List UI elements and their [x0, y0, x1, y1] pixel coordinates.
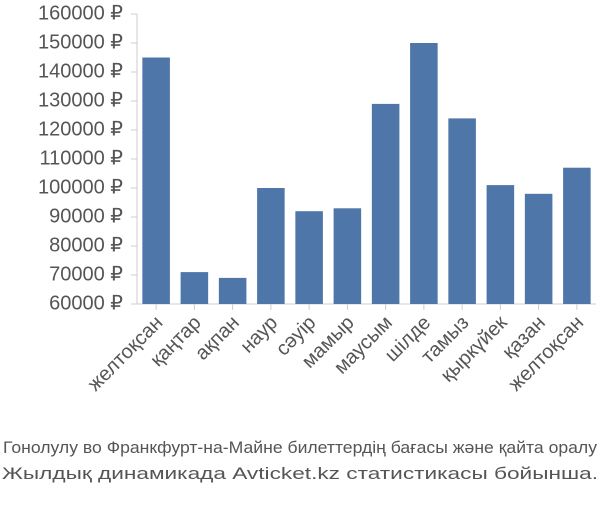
y-tick-label: 110000 ₽ — [39, 147, 123, 169]
y-tick-label: 130000 ₽ — [38, 89, 123, 111]
bar — [180, 272, 209, 304]
bar — [448, 118, 476, 305]
bar — [333, 208, 362, 304]
x-tick-label: ақпан — [191, 312, 244, 365]
caption: Гонолулу во Франкфурт-на-Майне билеттерд… — [3, 438, 598, 457]
y-tick-label: 90000 ₽ — [49, 205, 123, 227]
bar — [142, 57, 170, 304]
bar — [257, 188, 285, 304]
y-tick-label: 120000 ₽ — [38, 118, 123, 140]
y-tick-label: 100000 ₽ — [38, 176, 123, 198]
bar — [295, 211, 323, 304]
bar — [563, 167, 591, 304]
y-tick-label: 160000 ₽ — [38, 2, 123, 24]
bar — [486, 185, 515, 304]
y-tick-label: 70000 ₽ — [49, 263, 123, 285]
x-tick-label: наур — [236, 312, 282, 358]
bar — [524, 193, 553, 304]
caption: Жылдық динамикада Avticket.kz статистика… — [2, 464, 598, 483]
y-tick-label: 80000 ₽ — [49, 234, 123, 256]
y-tick-label: 60000 ₽ — [49, 292, 123, 314]
bar — [218, 277, 247, 304]
y-tick-label: 150000 ₽ — [38, 31, 123, 53]
bar — [371, 103, 400, 305]
y-tick-label: 140000 ₽ — [38, 60, 123, 82]
bar — [410, 43, 438, 304]
